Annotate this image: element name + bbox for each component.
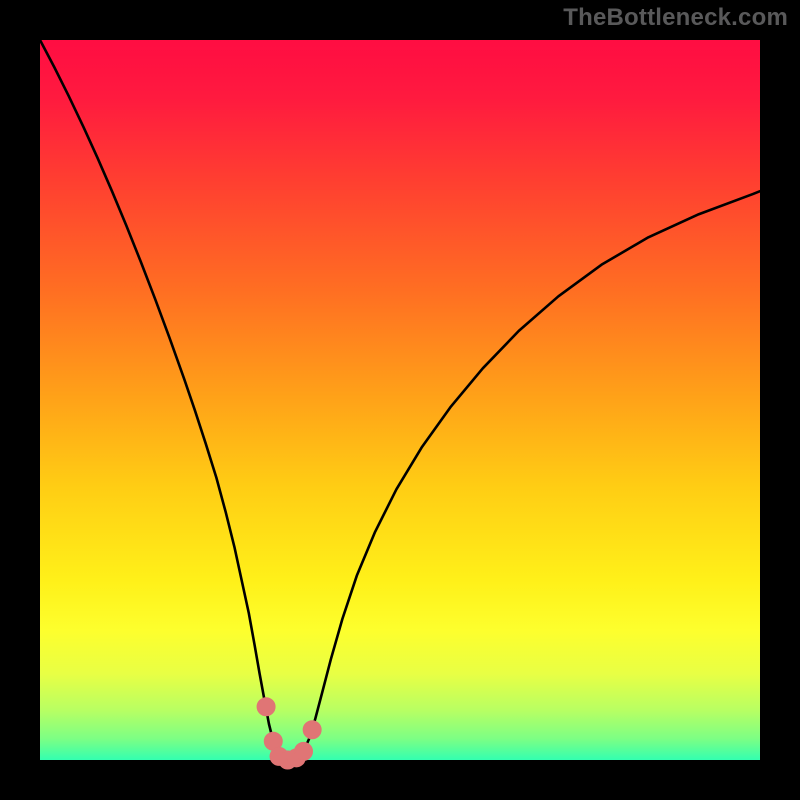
plot-background <box>40 40 760 760</box>
watermark-text: TheBottleneck.com <box>563 4 788 32</box>
curve-marker <box>295 742 313 760</box>
curve-marker <box>257 698 275 716</box>
curve-marker <box>303 721 321 739</box>
chart-svg <box>0 0 800 800</box>
chart-container: TheBottleneck.com <box>0 0 800 800</box>
